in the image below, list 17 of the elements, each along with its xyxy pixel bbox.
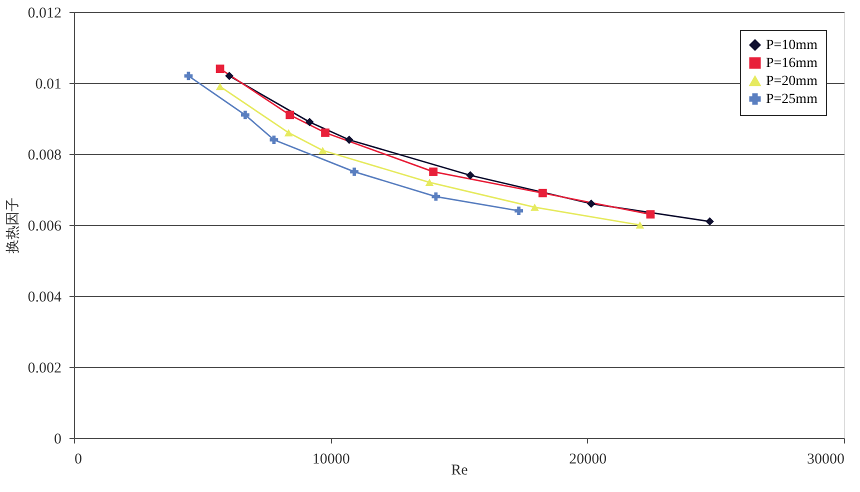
x-axis-title: Re: [451, 462, 468, 478]
x-tick-label: 0: [74, 452, 82, 468]
legend-label: P=25mm: [766, 92, 818, 107]
legend-label: P=16mm: [766, 56, 818, 71]
y-tick-label: 0.006: [28, 218, 62, 234]
y-tick-label: 0.012: [28, 6, 62, 22]
legend-label: P=20mm: [766, 74, 818, 89]
y-tick-label: 0.002: [28, 360, 62, 376]
x-tick-label: 20000: [569, 452, 607, 468]
x-tick-label: 30000: [807, 452, 844, 468]
y-axis-title: 换热因子: [4, 198, 21, 254]
y-tick-label: 0.01: [35, 76, 62, 92]
y-tick-label: 0.004: [28, 290, 62, 306]
legend-label: P=10mm: [766, 38, 818, 53]
x-tick-label: 10000: [312, 452, 350, 468]
y-tick-label: 0: [54, 432, 62, 448]
y-tick-label: 0.008: [28, 148, 62, 164]
